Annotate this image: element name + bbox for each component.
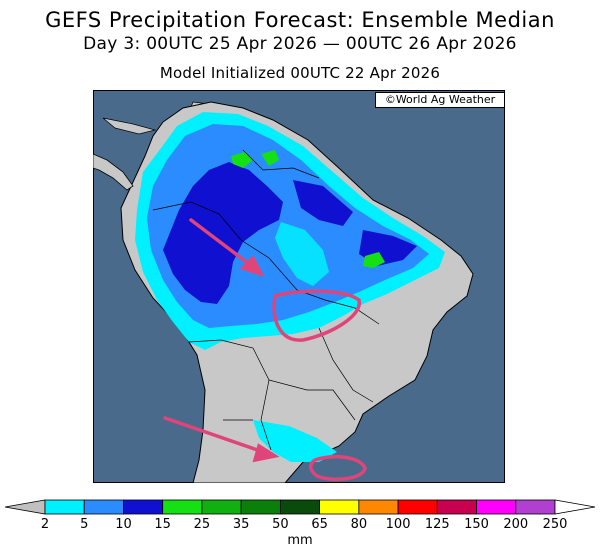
country-borders bbox=[152, 149, 380, 451]
colorbar-tick-label: 50 bbox=[272, 517, 289, 532]
map-title: GEFS Precipitation Forecast: Ensemble Me… bbox=[45, 8, 555, 32]
colorbar-swatch bbox=[397, 499, 438, 515]
colorbar-swatch bbox=[319, 499, 360, 515]
annotation-arrow-north bbox=[189, 218, 259, 272]
colorbar-tick-label: 150 bbox=[464, 517, 489, 532]
annotation-arrowhead-north bbox=[239, 255, 265, 277]
colorbar-tick-label: 35 bbox=[233, 517, 250, 532]
colorbar-swatch bbox=[83, 499, 124, 515]
colorbar-swatch bbox=[476, 499, 517, 515]
precip-15-25mm bbox=[231, 150, 385, 268]
colorbar-tick-label: 250 bbox=[543, 517, 568, 532]
forecast-period: Day 3: 00UTC 25 Apr 2026 — 00UTC 26 Apr … bbox=[83, 34, 517, 54]
precipitation-map bbox=[93, 90, 505, 483]
central-america bbox=[93, 153, 134, 191]
precipitation-colorbar: 2 5 10 15 25 35 50 65 80 100 125 150 200 250 mm bbox=[4, 499, 596, 548]
colorbar-tick-label: 125 bbox=[425, 517, 450, 532]
colorbar-tick-label: 2 bbox=[41, 517, 49, 532]
credit-label: ©World Ag Weather bbox=[375, 92, 505, 108]
colorbar-swatch bbox=[44, 499, 85, 515]
colorbar-tick-label: 15 bbox=[154, 517, 171, 532]
precip-interior bbox=[275, 222, 329, 286]
colorbar-swatch bbox=[279, 499, 321, 515]
colorbar-tick-label: 25 bbox=[194, 517, 211, 532]
annotation-marks bbox=[163, 218, 367, 482]
colorbar-tick-label: 65 bbox=[311, 517, 328, 532]
model-initialized: Model Initialized 00UTC 22 Apr 2026 bbox=[159, 64, 441, 82]
annotation-oval-south bbox=[309, 454, 367, 482]
colorbar-swatch bbox=[162, 499, 203, 515]
colorbar-arrow-low bbox=[4, 499, 46, 515]
annotation-oval-north bbox=[272, 289, 361, 342]
colorbar-arrow-high bbox=[554, 499, 596, 515]
precip-10-15mm bbox=[163, 162, 417, 304]
colorbar-swatch bbox=[240, 499, 281, 515]
colorbar-tick-label: 200 bbox=[503, 517, 528, 532]
colorbar-unit: mm bbox=[287, 533, 312, 548]
colorbar-tick-label: 10 bbox=[115, 517, 132, 532]
colorbar-tick-label: 5 bbox=[80, 517, 88, 532]
colorbar-swatch bbox=[123, 499, 164, 515]
colorbar-swatch bbox=[436, 499, 477, 515]
precip-2-5mm-south bbox=[253, 420, 337, 462]
colorbar-tick-label: 100 bbox=[386, 517, 411, 532]
annotation-arrow-south bbox=[163, 416, 271, 456]
colorbar-swatch bbox=[358, 499, 399, 515]
annotation-arrowhead-south bbox=[252, 443, 280, 463]
colorbar-tick-label: 80 bbox=[351, 517, 368, 532]
colorbar-swatch bbox=[201, 499, 242, 515]
colorbar-swatch bbox=[515, 499, 556, 515]
